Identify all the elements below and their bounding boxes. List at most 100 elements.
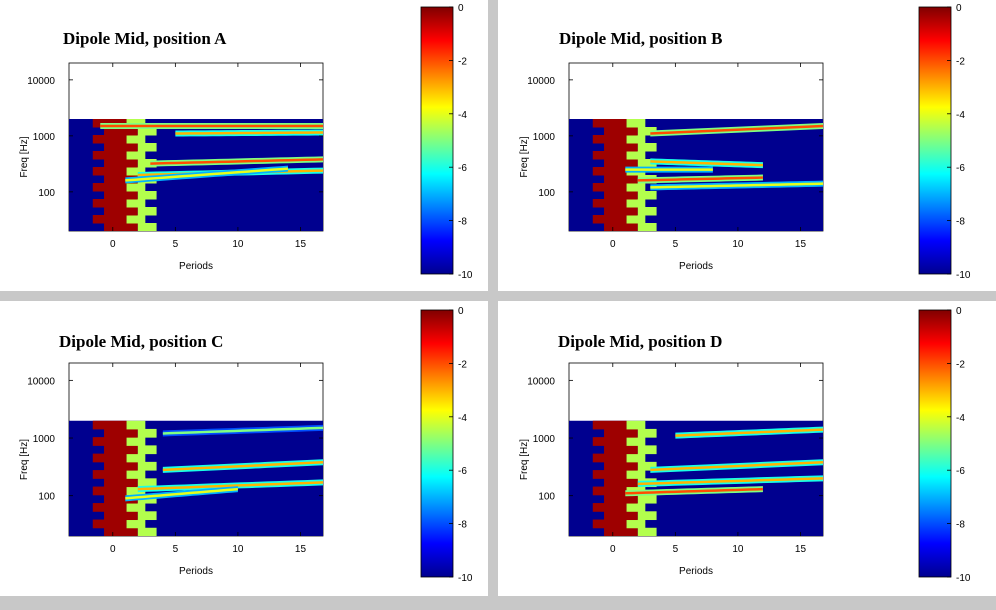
onset-ridge-segment xyxy=(126,503,146,512)
onset-ridge-segment xyxy=(104,223,138,231)
resonance-band xyxy=(162,461,323,472)
onset-ridge-segment xyxy=(592,135,627,144)
y-axis-label: Freq [Hz] xyxy=(519,439,530,480)
onset-ridge-segment xyxy=(637,223,657,231)
colorbar-tick-label: -6 xyxy=(956,466,965,477)
onset-ridge-segment xyxy=(137,445,157,455)
onset-ridge-segment xyxy=(626,199,646,208)
onset-ridge-segment xyxy=(604,223,638,231)
onset-ridge-segment xyxy=(592,199,627,208)
x-tick-label: 15 xyxy=(295,239,307,250)
onset-ridge-segment xyxy=(592,486,627,496)
onset-ridge-segment xyxy=(137,461,157,471)
colorbar-tick-label: -2 xyxy=(956,56,965,67)
colorbar-tick-label: -8 xyxy=(458,217,467,228)
onset-ridge-segment xyxy=(92,519,127,529)
onset-ridge-segment xyxy=(126,151,146,160)
heatmap-area xyxy=(569,119,823,231)
colorbar-tick-label: -4 xyxy=(458,110,467,121)
onset-ridge-segment xyxy=(604,478,638,488)
onset-ridge-segment xyxy=(92,486,127,496)
y-tick-label: 1000 xyxy=(33,132,56,143)
colorbar-tick-label: 0 xyxy=(956,306,962,317)
x-tick-label: 5 xyxy=(673,544,679,555)
onset-ridge-segment xyxy=(92,503,127,512)
onset-ridge-segment xyxy=(604,207,638,216)
x-tick-label: 10 xyxy=(232,239,244,250)
colorbar-tick-label: -2 xyxy=(458,359,467,370)
onset-ridge-segment xyxy=(137,511,157,521)
y-axis-label: Freq [Hz] xyxy=(19,136,30,177)
colorbar-tick-label: -4 xyxy=(458,413,467,424)
onset-ridge-segment xyxy=(104,127,138,136)
onset-ridge-segment xyxy=(604,159,638,168)
onset-ridge-segment xyxy=(104,445,138,455)
colorbar xyxy=(420,6,454,275)
x-tick-label: 10 xyxy=(732,544,744,555)
onset-ridge-segment xyxy=(126,420,146,430)
onset-ridge-segment xyxy=(604,191,638,200)
colorbar-tick-label: -6 xyxy=(956,163,965,174)
chart-title: Dipole Mid, position D xyxy=(558,332,722,351)
y-tick-label: 1000 xyxy=(533,132,556,143)
onset-ridge-segment xyxy=(637,428,657,438)
resonance-band xyxy=(650,124,823,135)
onset-ridge-segment xyxy=(592,519,627,529)
onset-ridge-segment xyxy=(126,453,146,463)
onset-ridge-segment xyxy=(637,191,657,200)
onset-ridge-segment xyxy=(637,159,657,168)
spectrogram-panel-a: Dipole Mid, position A 0 5 10 15 100 1000 10000… xyxy=(0,0,488,291)
colorbar-tick-label: -4 xyxy=(956,413,965,424)
onset-ridge-segment xyxy=(92,183,127,192)
onset-ridge-segment xyxy=(137,207,157,216)
onset-ridge-segment xyxy=(126,167,146,176)
onset-ridge-segment xyxy=(92,420,127,430)
y-axis-label: Freq [Hz] xyxy=(19,439,30,480)
spectrogram-panel-d: Dipole Mid, position D 0 5 10 15 100 1000 10000… xyxy=(498,301,996,596)
onset-ridge-segment xyxy=(604,175,638,184)
y-tick-label: 100 xyxy=(538,492,555,503)
heatmap-area xyxy=(569,420,823,536)
onset-ridge-segment xyxy=(637,143,657,152)
x-axis-label: Periods xyxy=(679,261,713,272)
onset-ridge-segment xyxy=(104,207,138,216)
onset-ridge-segment xyxy=(604,527,638,536)
onset-ridge-segment xyxy=(104,428,138,438)
onset-ridge-segment xyxy=(604,143,638,152)
onset-ridge-segment xyxy=(604,461,638,471)
resonance-band xyxy=(137,481,323,491)
onset-ridge-segment xyxy=(604,445,638,455)
onset-ridge-segment xyxy=(137,478,157,488)
onset-ridge-segment xyxy=(104,143,138,152)
x-tick-label: 5 xyxy=(173,239,179,250)
x-axis-label: Periods xyxy=(679,566,713,577)
resonance-band xyxy=(125,167,289,182)
resonance-band xyxy=(150,158,323,165)
onset-ridge-segment xyxy=(92,437,127,446)
colorbar-tick-label: -2 xyxy=(956,359,965,370)
colorbar-tick-label: -2 xyxy=(458,56,467,67)
onset-ridge-segment xyxy=(92,215,127,224)
resonance-band xyxy=(650,160,763,167)
onset-ridge-segment xyxy=(92,151,127,160)
colorbar-tick-label: -10 xyxy=(458,270,473,281)
onset-ridge-segment xyxy=(137,527,157,536)
y-tick-label: 10000 xyxy=(27,76,55,87)
x-tick-label: 5 xyxy=(673,239,679,250)
resonance-band xyxy=(625,487,763,495)
onset-ridge-segment xyxy=(604,511,638,521)
onset-ridge-segment xyxy=(626,183,646,192)
spectrogram-chart-c: Dipole Mid, position C 0 5 10 15 100 1000 10000… xyxy=(19,306,473,584)
onset-ridge-segment xyxy=(626,119,646,128)
onset-ridge-segment xyxy=(104,191,138,200)
colorbar-tick-label: 0 xyxy=(956,3,962,14)
onset-ridge-segment xyxy=(592,119,627,128)
onset-ridge-segment xyxy=(104,494,138,504)
onset-ridge-segment xyxy=(592,151,627,160)
y-tick-label: 10000 xyxy=(527,76,555,87)
onset-ridge-segment xyxy=(104,527,138,536)
resonance-band xyxy=(650,182,823,189)
y-tick-label: 1000 xyxy=(533,434,556,445)
onset-ridge-segment xyxy=(104,175,138,184)
onset-ridge-segment xyxy=(604,428,638,438)
